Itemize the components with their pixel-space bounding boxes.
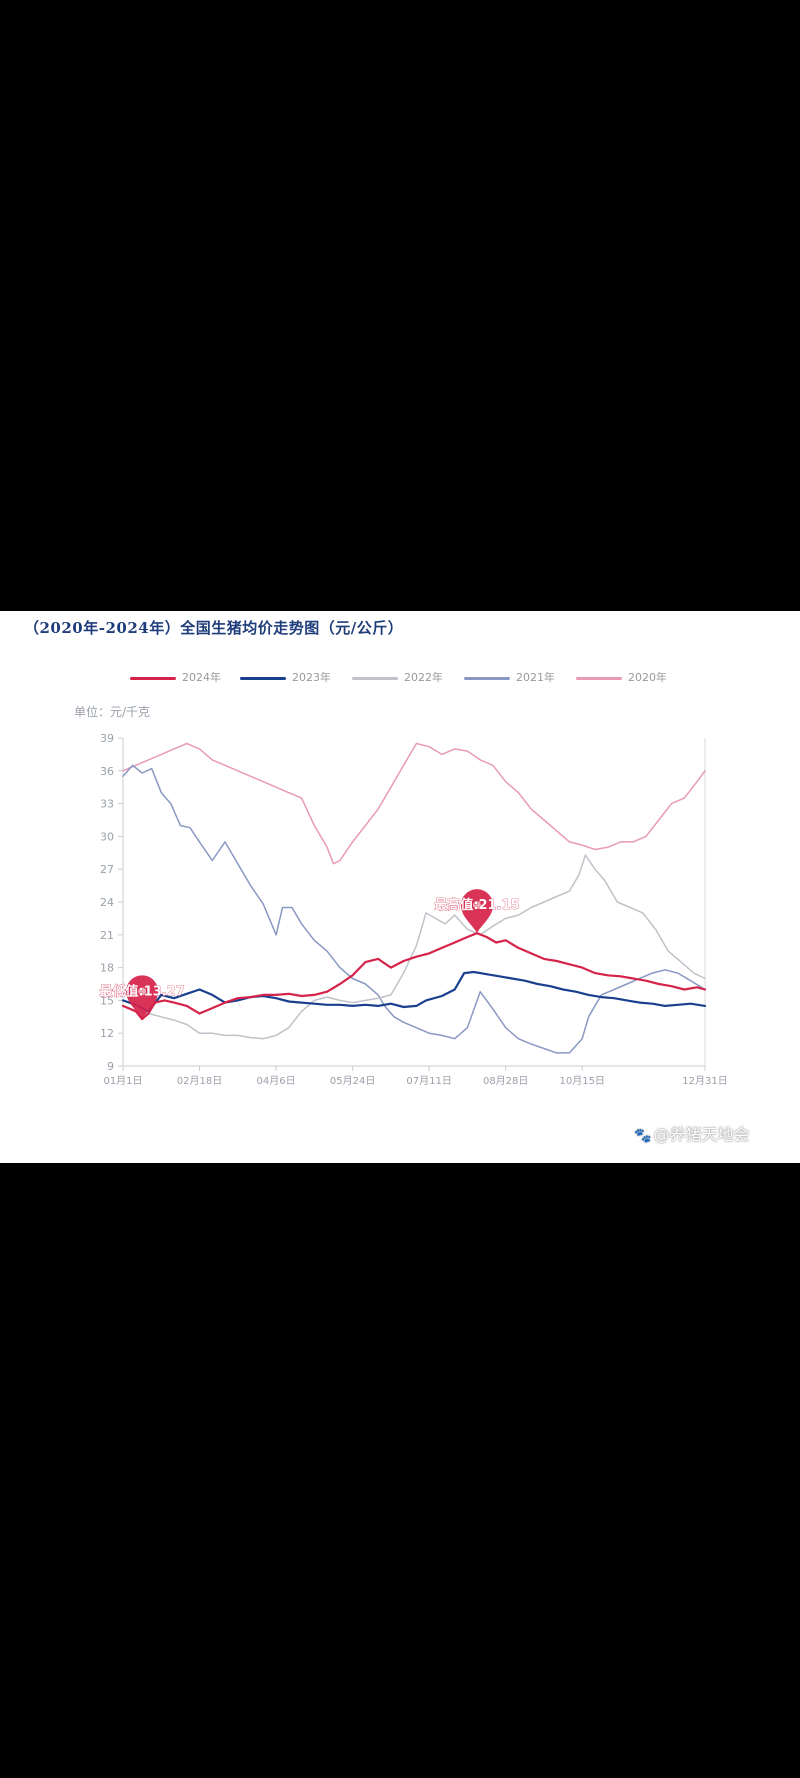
chart-title: （2020年-2024年）全国生猪均价走势图（元/公斤）: [24, 619, 404, 637]
x-tick-label: 01月1日: [103, 1075, 142, 1087]
x-tick-label: 07月11日: [406, 1075, 451, 1087]
y-tick-label: 27: [100, 863, 114, 876]
annotation-pin-dot: [138, 987, 147, 996]
annotation-pin: [460, 889, 493, 934]
watermark-text: @养猪天地会: [653, 1125, 750, 1144]
x-tick-label: 02月18日: [177, 1075, 222, 1087]
y-tick-label: 39: [100, 732, 114, 745]
unit-label: 单位：元/千克: [74, 705, 151, 719]
legend-swatch-2020: [576, 677, 622, 680]
x-tick-label: 10月15日: [559, 1075, 604, 1087]
watermark: 🐾 @养猪天地会: [634, 1121, 749, 1145]
legend-label-2020: 2020年: [628, 671, 667, 684]
legend-swatch-2021: [464, 677, 510, 680]
paw-icon: 🐾: [634, 1128, 652, 1144]
series-line-2020年: [122, 742, 706, 865]
y-tick-label: 12: [100, 1027, 114, 1040]
annotation-label: 最低值:13.27: [99, 983, 184, 999]
series-line-2023年: [121, 970, 707, 1013]
x-tick-label: 08月28日: [483, 1075, 528, 1087]
legend-label-2023: 2023年: [292, 671, 331, 684]
annotation-pin-dot: [472, 901, 481, 910]
y-tick-label: 15: [100, 994, 114, 1007]
chart-panel: （2020年-2024年）全国生猪均价走势图（元/公斤） 2024年 2023年…: [0, 611, 800, 1163]
legend-label-2022: 2022年: [404, 671, 443, 684]
legend-label-2024: 2024年: [182, 671, 221, 684]
line-chart: 9 12 15 18 21 24 27 30 33 36 39 01月1日 02月18日 04月6日 05月…: [99, 732, 728, 1087]
x-tick-label: 05月24日: [330, 1075, 375, 1087]
legend-label-2021: 2021年: [516, 671, 555, 684]
y-tick-label: 24: [100, 896, 114, 909]
x-tick-label: 12月31日: [682, 1075, 727, 1087]
y-tick-label: 9: [107, 1060, 114, 1073]
y-tick-label: 18: [100, 962, 114, 975]
y-tick-label: 30: [100, 830, 114, 843]
legend-swatch-2024: [130, 677, 176, 680]
y-tick-label: 33: [100, 798, 114, 811]
series-line-2021年: [122, 764, 706, 1054]
y-tick-label: 36: [100, 765, 114, 778]
annotation-label: 最高值:21.15: [434, 897, 519, 913]
series-line-2024年: [121, 932, 707, 1021]
legend-swatch-2023: [240, 677, 286, 680]
series-line-2022年: [122, 854, 706, 1040]
x-tick-label: 04月6日: [257, 1075, 296, 1087]
annotation-pin: [126, 975, 159, 1020]
legend-swatch-2022: [352, 677, 398, 680]
y-tick-label: 21: [100, 929, 114, 942]
